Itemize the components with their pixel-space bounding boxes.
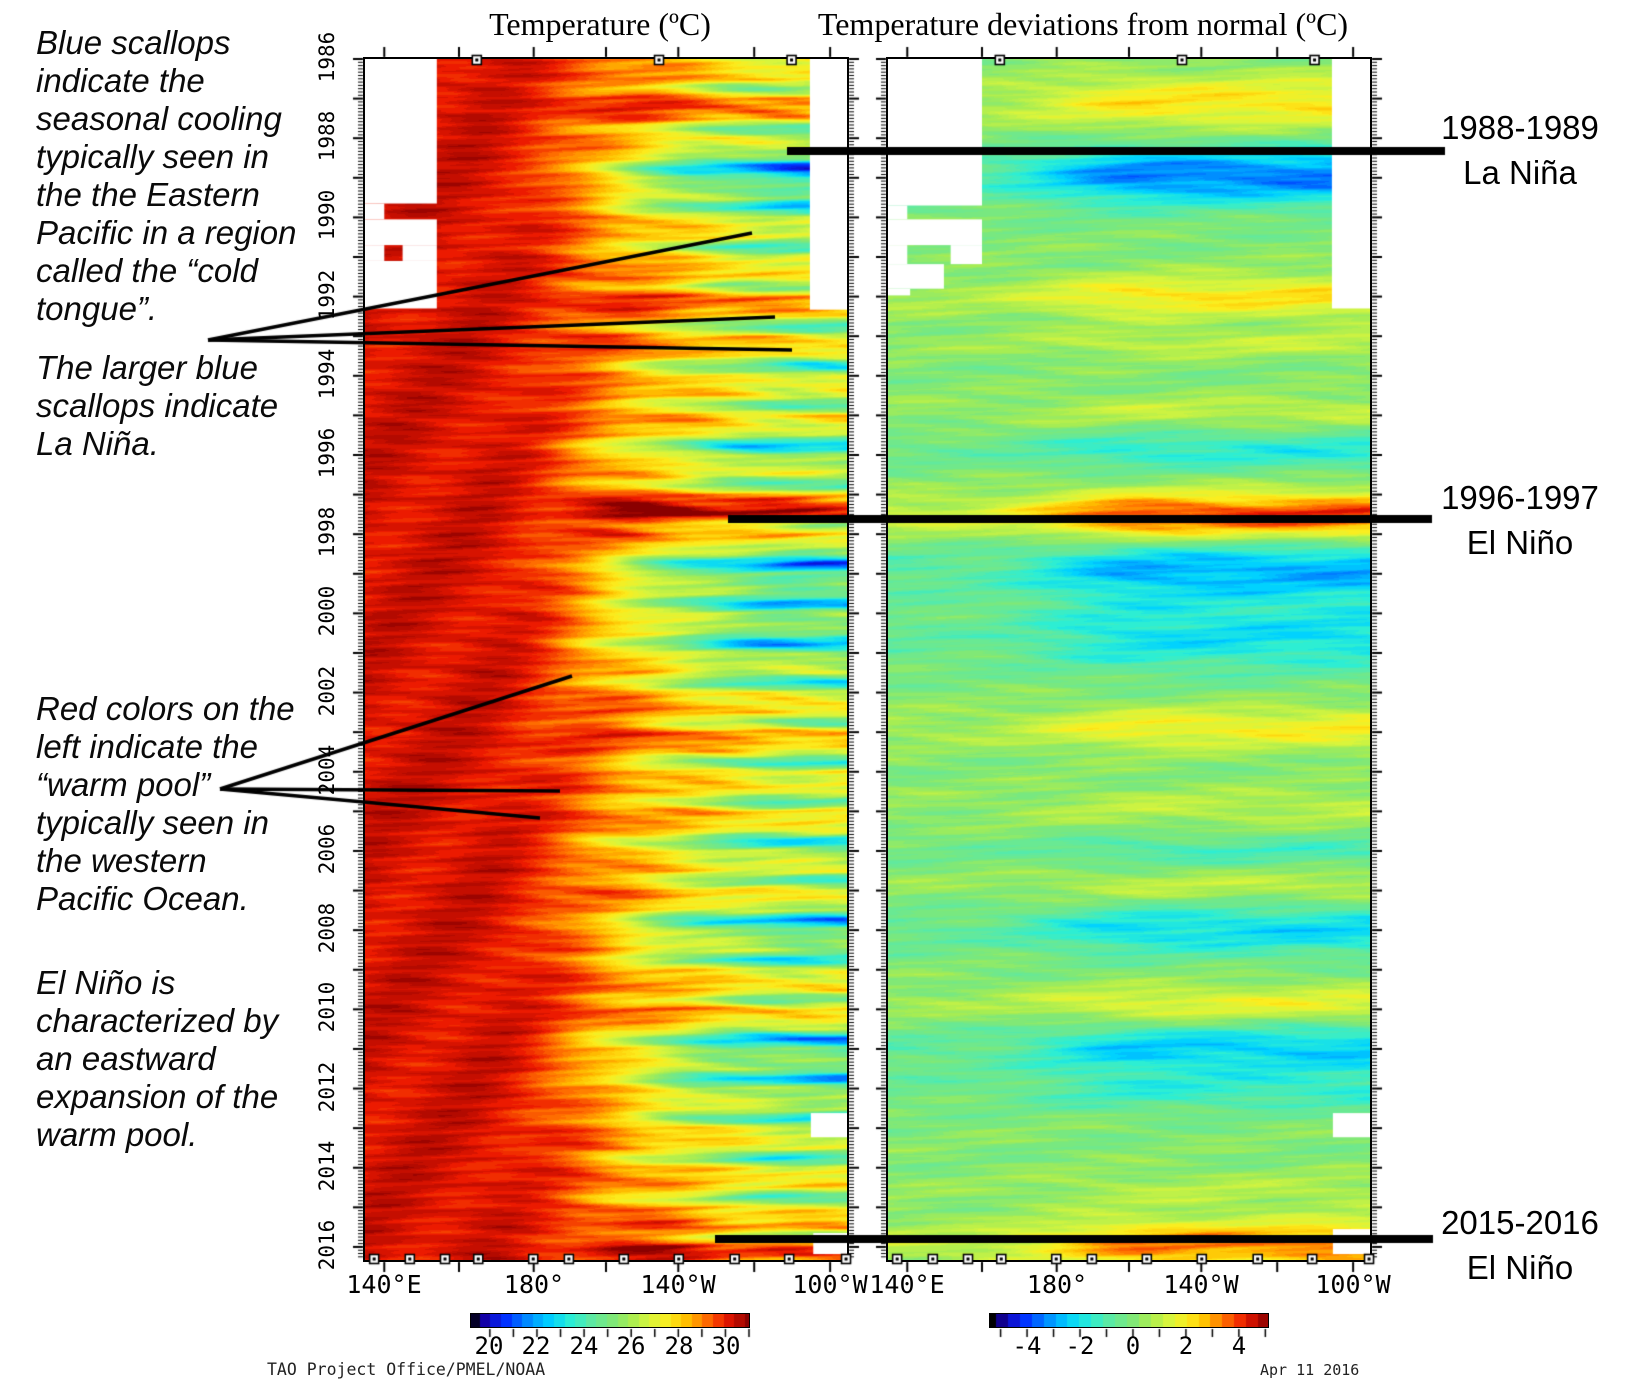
axis-ticks-and-annotation-lines-overlay xyxy=(0,0,1647,1394)
figure: Temperature (ºC) Temperature deviations … xyxy=(0,0,1647,1394)
